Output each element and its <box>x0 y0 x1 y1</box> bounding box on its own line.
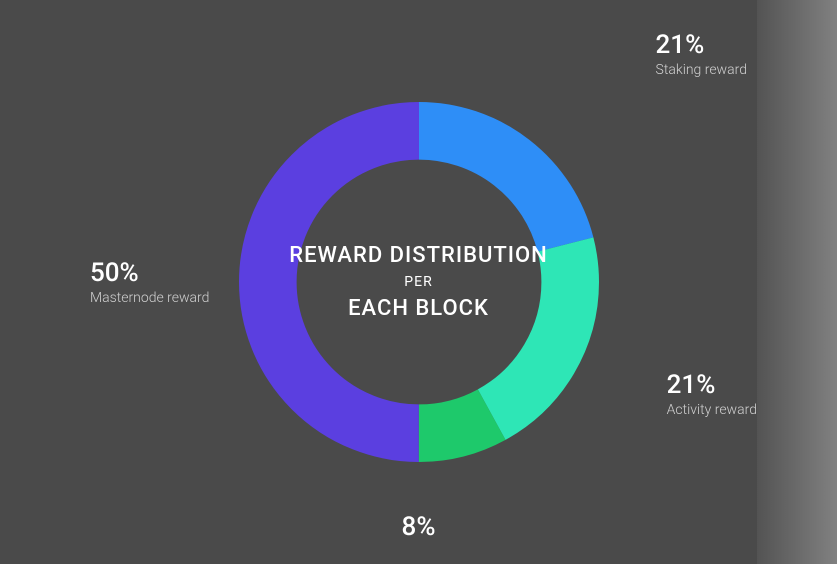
legend-unlabeled-pct: 8% <box>402 512 436 542</box>
background-highlight <box>757 0 837 564</box>
center-line3: EACH BLOCK <box>289 296 549 321</box>
legend-activity-pct: 21% <box>667 370 757 400</box>
legend-masternode-pct: 50% <box>90 258 209 288</box>
legend-activity-name: Activity reward <box>667 402 757 418</box>
legend-masternode-name: Masternode reward <box>90 290 209 306</box>
legend-staking-name: Staking reward <box>656 62 747 78</box>
chart-center-title: REWARD DISTRIBUTION PER EACH BLOCK <box>289 243 549 321</box>
legend-activity: 21% Activity reward <box>667 370 757 418</box>
legend-staking-pct: 21% <box>656 30 747 60</box>
legend-unlabeled: 8% <box>402 512 436 544</box>
legend-staking: 21% Staking reward <box>656 30 747 78</box>
center-line2: PER <box>289 274 549 290</box>
legend-masternode: 50% Masternode reward <box>90 258 209 306</box>
center-line1: REWARD DISTRIBUTION <box>289 243 549 268</box>
donut-chart: REWARD DISTRIBUTION PER EACH BLOCK <box>239 102 599 462</box>
